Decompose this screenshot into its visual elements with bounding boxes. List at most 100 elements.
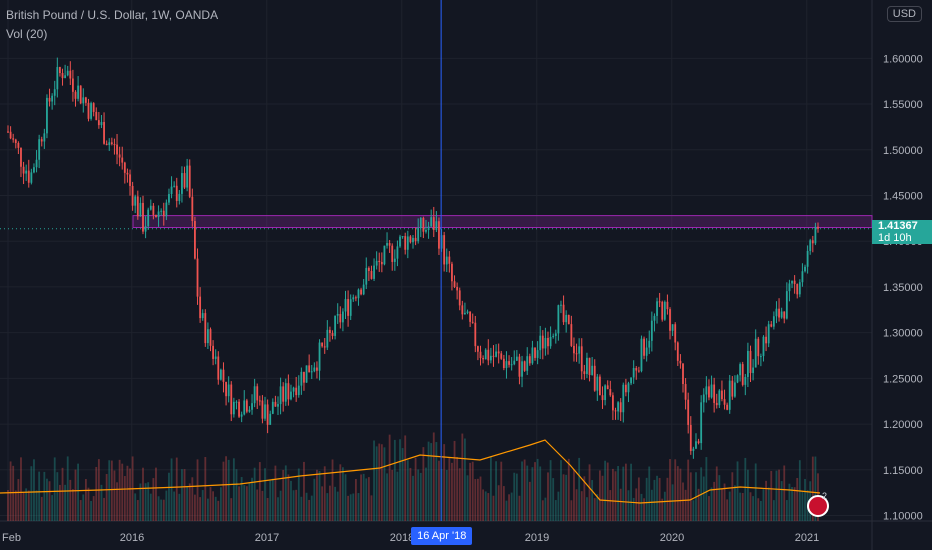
candle-body <box>648 340 651 348</box>
time-tick-label: 2019 <box>525 532 549 544</box>
volume-bar <box>258 462 261 521</box>
volume-bar <box>225 456 227 521</box>
candle-body <box>284 383 287 402</box>
candle-body <box>373 265 375 279</box>
volume-bar <box>422 447 425 521</box>
volume-bar <box>586 497 588 521</box>
volume-bar <box>181 469 183 521</box>
volume-bar <box>318 471 321 521</box>
volume-bar <box>113 470 116 521</box>
price-axis[interactable]: 1.600001.550001.500001.450001.400001.350… <box>883 53 923 522</box>
volume-bar <box>87 487 90 521</box>
volume-bar <box>687 459 690 521</box>
volume-bar <box>170 458 173 521</box>
candle-body <box>495 351 497 357</box>
volume-bar <box>689 472 692 521</box>
volume-bar <box>290 480 292 521</box>
volume-bar <box>331 459 334 521</box>
volume-bar <box>183 469 186 521</box>
volume-bar <box>178 493 181 521</box>
candle-body <box>798 282 801 295</box>
volume-bar <box>583 476 586 521</box>
volume-bar <box>661 498 664 521</box>
volume-bar <box>412 475 414 521</box>
candle-body <box>38 139 41 160</box>
candle-body <box>523 361 526 371</box>
volume-bar <box>118 459 121 521</box>
volume-bar <box>814 456 817 521</box>
volume-bar <box>334 486 337 521</box>
candle-body <box>175 185 178 201</box>
candle-body <box>266 404 269 425</box>
volume-bar <box>619 488 622 521</box>
volume-bars <box>7 432 819 521</box>
candle-body <box>611 395 614 411</box>
volume-bar <box>609 490 612 521</box>
candle-body <box>295 387 298 396</box>
volume-bar <box>378 443 381 521</box>
price-tick-label: 1.50000 <box>883 145 923 157</box>
volume-indicator-label[interactable]: Vol (20) <box>6 27 48 41</box>
volume-bar <box>783 465 786 521</box>
candle-body <box>238 401 240 417</box>
candle-body <box>383 245 386 265</box>
currency-button[interactable]: USD <box>886 6 922 22</box>
candle-body <box>362 284 365 295</box>
candle-body <box>77 85 80 99</box>
volume-bar <box>204 457 207 521</box>
volume-bar <box>305 492 308 521</box>
candle-body <box>183 173 186 188</box>
volume-bar <box>48 481 51 521</box>
candle-body <box>653 315 656 321</box>
candle-body <box>562 304 565 323</box>
candle-body <box>160 210 163 212</box>
candle-body <box>630 377 632 384</box>
price-tick-label: 1.60000 <box>883 53 923 65</box>
volume-bar <box>74 469 77 521</box>
candle-body <box>53 89 56 96</box>
volume-bar <box>780 481 783 521</box>
volume-bar <box>448 457 451 521</box>
symbol-title[interactable]: British Pound / U.S. Dollar, 1W, OANDA <box>6 8 219 22</box>
time-tick-label: Feb <box>2 532 21 544</box>
volume-bar <box>469 462 472 521</box>
volume-bar <box>357 493 360 521</box>
volume-bar <box>399 439 401 521</box>
volume-bar <box>637 477 640 521</box>
candle-body <box>718 390 721 406</box>
candle-body <box>103 122 105 144</box>
time-axis[interactable]: Feb 2016 2017 2018 2019 2020 2021 <box>2 532 819 544</box>
candle-body <box>391 245 394 262</box>
candle-body <box>290 391 292 400</box>
candle-body <box>432 217 435 231</box>
candle-body <box>277 404 279 407</box>
volume-bar <box>84 479 87 521</box>
candle-body <box>632 368 635 378</box>
candle-body <box>624 384 627 393</box>
candle-body <box>780 311 783 318</box>
candle-body <box>354 297 357 299</box>
time-tick-label: 2018 <box>390 532 414 544</box>
candle-body <box>453 281 456 287</box>
volume-bar <box>35 490 38 521</box>
candle-body <box>739 364 742 376</box>
volume-bar <box>547 472 549 521</box>
candle-body <box>783 311 786 319</box>
candle-body <box>772 316 775 327</box>
volume-bar <box>375 446 378 521</box>
volume-bar <box>266 497 269 521</box>
uk-flag-icon[interactable] <box>807 495 829 517</box>
volume-bar <box>682 482 684 521</box>
volume-bar <box>721 488 723 521</box>
candle-body <box>378 260 381 263</box>
volume-ma-line <box>0 439 821 504</box>
candle-body <box>487 349 490 361</box>
candle-body <box>406 236 409 250</box>
candle-body <box>695 441 697 449</box>
volume-bar <box>386 473 388 521</box>
volume-bar <box>643 498 645 521</box>
candle-body <box>116 144 118 155</box>
volume-bar <box>604 460 607 521</box>
volume-bar <box>432 432 435 521</box>
